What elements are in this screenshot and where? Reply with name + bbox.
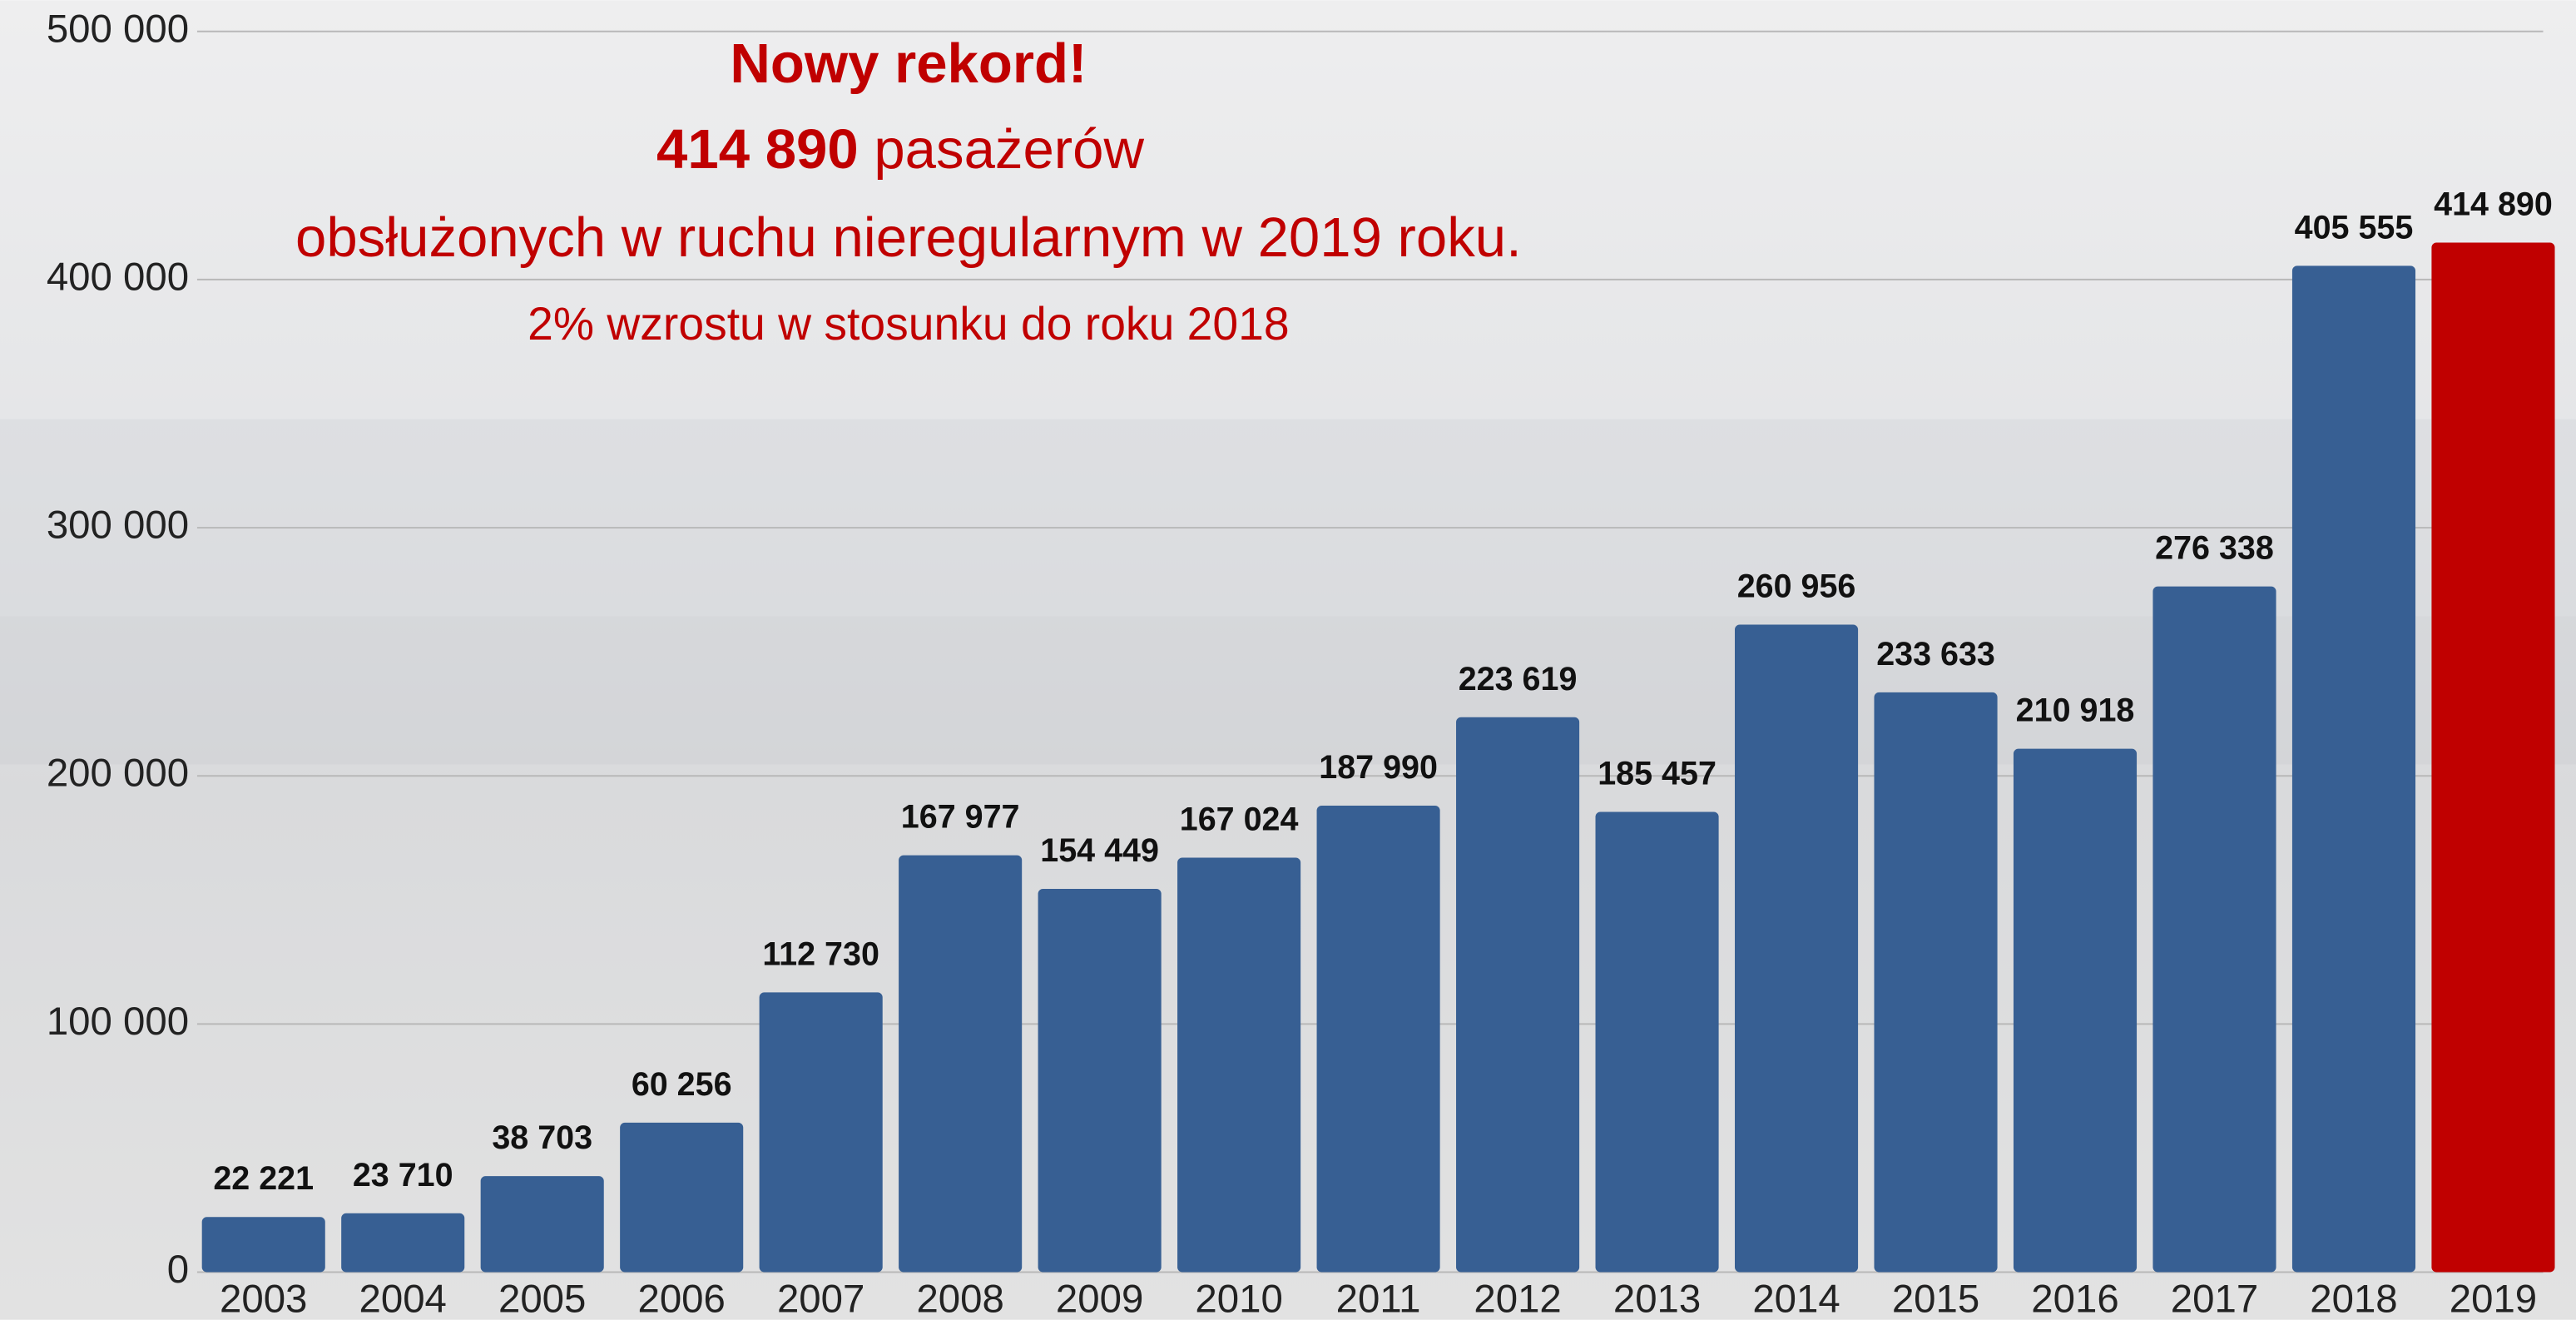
x-tick-label: 2016 [2031, 1278, 2118, 1320]
annotation: 2% wzrostu w stosunku do roku 2018 [528, 298, 1289, 350]
value-label: 187 990 [1319, 749, 1438, 786]
bar [201, 1217, 325, 1273]
value-label: 210 918 [2016, 692, 2135, 729]
value-label: 167 024 [1180, 801, 1299, 838]
x-tick-label: 2012 [1474, 1278, 1561, 1320]
subtitle: obsłużonych w ruchu nieregularnym w 2019… [295, 206, 1522, 269]
bar [1874, 692, 1998, 1273]
x-tick-label: 2017 [2171, 1278, 2258, 1320]
grid [196, 30, 2544, 1273]
x-tick-label: 2003 [220, 1278, 307, 1320]
x-tick-label: 2019 [2450, 1278, 2537, 1320]
y-tick-label: 100 000 [47, 1000, 189, 1044]
bar [2291, 265, 2416, 1273]
bar [2431, 242, 2555, 1273]
bar [2013, 748, 2138, 1273]
y-tick-label: 400 000 [47, 255, 189, 299]
x-tick-label: 2011 [1336, 1278, 1421, 1320]
subtitle-number: 414 890 [656, 118, 859, 181]
y-tick-label: 0 [167, 1248, 189, 1292]
x-tick-label: 2004 [359, 1278, 447, 1320]
x-tick-label: 2015 [1892, 1278, 1979, 1320]
background-roof [0, 616, 2576, 765]
bar [1735, 624, 1859, 1273]
x-tick-label: 2009 [1056, 1278, 1143, 1320]
value-label: 223 619 [1459, 661, 1578, 697]
y-tick-label: 200 000 [47, 752, 189, 796]
background-building [0, 419, 2576, 617]
x-tick-label: 2010 [1195, 1278, 1282, 1320]
bar [620, 1122, 744, 1273]
value-label: 60 256 [632, 1066, 732, 1103]
chart-title: Nowy rekord! [730, 32, 1087, 95]
value-label: 154 449 [1040, 832, 1159, 869]
value-label: 38 703 [492, 1119, 592, 1156]
subtitle-unit: pasażerów [874, 118, 1144, 181]
bar [480, 1176, 604, 1273]
value-label: 22 221 [213, 1160, 314, 1197]
x-tick-label: 2005 [498, 1278, 586, 1320]
bar [1316, 806, 1440, 1273]
x-tick-label: 2008 [916, 1278, 1003, 1320]
x-tick-label: 2006 [637, 1278, 725, 1320]
bar [899, 855, 1023, 1273]
y-tick-label: 300 000 [47, 504, 189, 548]
value-label: 405 555 [2295, 209, 2414, 246]
x-tick-label: 2014 [1752, 1278, 1840, 1320]
x-tick-label: 2007 [777, 1278, 864, 1320]
bars [201, 242, 2555, 1273]
subtitle-line: 414 890 pasażerów [656, 118, 1144, 181]
bar [341, 1213, 465, 1273]
bar [1595, 811, 1719, 1273]
value-label: 276 338 [2155, 530, 2274, 567]
bar [1177, 857, 1301, 1273]
x-tick-label: 2018 [2310, 1278, 2397, 1320]
y-tick-label: 500 000 [47, 7, 189, 51]
value-label: 260 956 [1737, 568, 1856, 604]
bar [2152, 586, 2276, 1273]
value-label: 414 890 [2434, 186, 2553, 222]
bar [1038, 889, 1162, 1273]
bar [759, 992, 883, 1273]
value-label: 23 710 [353, 1157, 453, 1193]
value-label: 167 977 [901, 799, 1020, 836]
value-label: 185 457 [1598, 756, 1717, 792]
value-label: 233 633 [1876, 636, 1995, 672]
value-label: 112 730 [762, 935, 879, 972]
x-tick-label: 2013 [1613, 1278, 1701, 1320]
bar [1456, 717, 1580, 1273]
